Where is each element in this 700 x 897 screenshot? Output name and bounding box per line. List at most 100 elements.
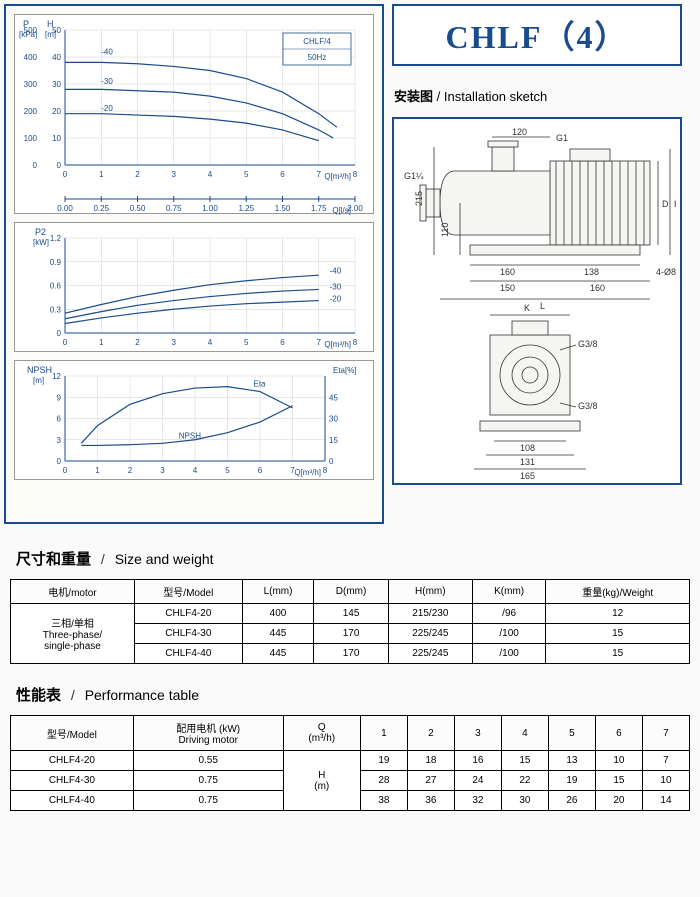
chart-power: -40-30-20 P2 [kW] Q[m³/h] 01234567800.30… xyxy=(14,222,374,352)
svg-text:30: 30 xyxy=(52,80,61,89)
col-header: 电机/motor xyxy=(11,580,135,604)
svg-text:10: 10 xyxy=(52,134,61,143)
col-header: 5 xyxy=(548,716,595,751)
col-header: 4 xyxy=(501,716,548,751)
svg-text:0.6: 0.6 xyxy=(50,282,62,291)
svg-text:2: 2 xyxy=(135,170,140,179)
svg-text:L: L xyxy=(540,301,545,311)
svg-text:200: 200 xyxy=(24,107,38,116)
svg-text:H: H xyxy=(674,199,676,209)
right-column: CHLF（4） 安装图 / Installation sketch xyxy=(392,4,682,524)
svg-text:500: 500 xyxy=(24,26,38,35)
svg-text:1: 1 xyxy=(99,170,104,179)
col-header: L(mm) xyxy=(242,580,314,604)
svg-text:12: 12 xyxy=(52,372,61,381)
col-header: 3 xyxy=(454,716,501,751)
col-header: 1 xyxy=(360,716,407,751)
svg-text:165: 165 xyxy=(520,471,535,479)
svg-text:160: 160 xyxy=(590,283,605,293)
chart1-svg: -40-30-20 CHLF/4 50Hz P [kPa] H [m] Q[m³… xyxy=(15,15,375,215)
svg-text:0: 0 xyxy=(63,338,68,347)
svg-text:4-Ø8.5: 4-Ø8.5 xyxy=(656,267,676,277)
svg-text:30: 30 xyxy=(329,415,338,424)
svg-text:3: 3 xyxy=(160,466,165,475)
svg-text:0: 0 xyxy=(57,161,62,170)
svg-text:120: 120 xyxy=(512,127,527,137)
svg-text:D: D xyxy=(662,199,669,209)
svg-text:6: 6 xyxy=(258,466,263,475)
svg-text:8: 8 xyxy=(323,466,328,475)
svg-text:0: 0 xyxy=(33,161,38,170)
svg-text:1.2: 1.2 xyxy=(50,234,62,243)
svg-text:4: 4 xyxy=(193,466,198,475)
h-cell: H (m) xyxy=(283,751,360,811)
size-weight-table: 电机/motor型号/ModelL(mm)D(mm)H(mm)K(mm)重量(k… xyxy=(10,579,690,664)
col-header: 7 xyxy=(642,716,689,751)
svg-text:0: 0 xyxy=(63,170,68,179)
svg-text:-20: -20 xyxy=(101,104,113,113)
table-row: 三相/单相 Three-phase/ single-phaseCHLF4-204… xyxy=(11,604,690,624)
svg-text:7: 7 xyxy=(290,466,295,475)
sketch-heading: 安装图 / Installation sketch xyxy=(394,86,682,105)
svg-text:2: 2 xyxy=(135,338,140,347)
svg-text:3: 3 xyxy=(57,436,62,445)
motor-cell: 三相/单相 Three-phase/ single-phase xyxy=(11,604,135,664)
svg-text:7: 7 xyxy=(317,170,322,179)
svg-text:3: 3 xyxy=(172,338,177,347)
col-header: Q (m³/h) xyxy=(283,716,360,751)
svg-text:2: 2 xyxy=(128,466,133,475)
svg-text:40: 40 xyxy=(52,53,61,62)
svg-text:5: 5 xyxy=(225,466,230,475)
svg-text:2.00: 2.00 xyxy=(347,204,363,213)
freq-line2: 50Hz xyxy=(308,53,327,62)
table-row: CHLF4-200.55H (m)1918161513107 xyxy=(11,751,690,771)
svg-text:0.00: 0.00 xyxy=(57,204,73,213)
svg-text:[m]: [m] xyxy=(33,376,44,385)
svg-text:7: 7 xyxy=(317,338,322,347)
svg-text:8: 8 xyxy=(353,338,358,347)
svg-text:4: 4 xyxy=(208,338,213,347)
svg-text:1.50: 1.50 xyxy=(275,204,291,213)
svg-text:400: 400 xyxy=(24,53,38,62)
svg-text:108: 108 xyxy=(520,443,535,453)
svg-text:G1: G1 xyxy=(556,133,568,143)
svg-text:110: 110 xyxy=(440,223,450,237)
svg-text:6: 6 xyxy=(57,415,62,424)
svg-text:5: 5 xyxy=(244,338,249,347)
svg-text:1: 1 xyxy=(99,338,104,347)
svg-text:-30: -30 xyxy=(330,282,342,291)
col-header: 重量(kg)/Weight xyxy=(546,580,690,604)
chart-head-flow: -40-30-20 CHLF/4 50Hz P [kPa] H [m] Q[m³… xyxy=(14,14,374,214)
svg-text:-40: -40 xyxy=(101,47,113,56)
svg-text:G3/8: G3/8 xyxy=(578,339,598,349)
svg-text:Q[m³/h]: Q[m³/h] xyxy=(324,172,351,181)
col-header: 型号/Model xyxy=(134,580,242,604)
svg-text:P2: P2 xyxy=(35,227,46,237)
svg-text:0.9: 0.9 xyxy=(50,258,62,267)
svg-text:0: 0 xyxy=(57,329,62,338)
perf-heading: 性能表 / Performance table xyxy=(16,684,700,705)
svg-text:15: 15 xyxy=(329,436,338,445)
svg-text:50: 50 xyxy=(52,26,61,35)
size-heading: 尺寸和重量 / Size and weight xyxy=(16,548,700,569)
svg-text:5: 5 xyxy=(244,170,249,179)
col-header: D(mm) xyxy=(314,580,388,604)
svg-text:[kW]: [kW] xyxy=(33,238,49,247)
svg-text:100: 100 xyxy=(24,134,38,143)
svg-text:0.3: 0.3 xyxy=(50,305,62,314)
svg-text:1.00: 1.00 xyxy=(202,204,218,213)
col-header: 配用电机 (kW) Driving motor xyxy=(133,716,283,751)
col-header: 型号/Model xyxy=(11,716,134,751)
svg-text:1: 1 xyxy=(95,466,100,475)
svg-text:0.50: 0.50 xyxy=(130,204,146,213)
svg-text:0: 0 xyxy=(57,457,62,466)
title-box: CHLF（4） xyxy=(392,4,682,66)
svg-text:NPSH: NPSH xyxy=(27,365,52,375)
svg-text:160: 160 xyxy=(500,267,515,277)
svg-text:K: K xyxy=(524,303,530,313)
installation-sketch: 120 G1 G1¼ 215 110 160 138 xyxy=(392,117,682,485)
chart2-svg: -40-30-20 P2 [kW] Q[m³/h] 01234567800.30… xyxy=(15,223,375,353)
freq-line1: CHLF/4 xyxy=(303,37,331,46)
svg-text:Q[m³/h]: Q[m³/h] xyxy=(324,340,351,349)
svg-text:300: 300 xyxy=(24,80,38,89)
